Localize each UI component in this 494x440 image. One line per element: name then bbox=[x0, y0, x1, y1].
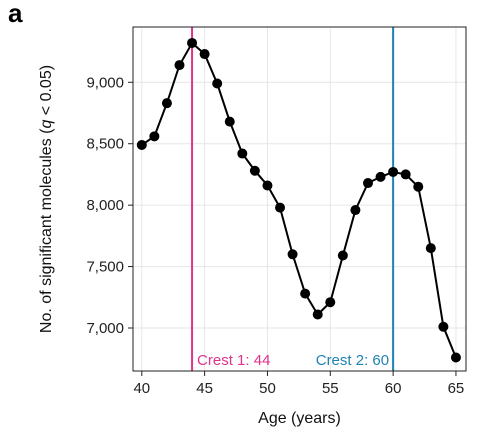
x-axis-title: Age (years) bbox=[258, 410, 341, 427]
ticks: 40 45 50 55 60 65 7,000 7,500 8,000 8,500 9,000 bbox=[86, 74, 464, 397]
x-tick-label: 65 bbox=[448, 380, 465, 397]
y-axis-title-q: q bbox=[38, 120, 55, 129]
data-point bbox=[450, 352, 461, 363]
plot-frame bbox=[132, 26, 467, 372]
data-point bbox=[312, 309, 323, 320]
y-axis-title-suffix: < 0.05) bbox=[38, 65, 55, 120]
y-axis-title-prefix: No. of significant molecules ( bbox=[38, 128, 55, 333]
data-point bbox=[262, 180, 273, 191]
y-axis-title: No. of significant molecules (q < 0.05) bbox=[38, 65, 55, 333]
data-point bbox=[212, 78, 223, 89]
data-point bbox=[375, 171, 386, 182]
data-point bbox=[325, 297, 336, 308]
x-tick-label: 45 bbox=[196, 380, 213, 397]
data-point bbox=[362, 178, 373, 189]
data-point bbox=[249, 165, 260, 176]
data-point bbox=[388, 166, 399, 177]
panel-label: a bbox=[8, 0, 23, 28]
y-tick-label: 9,000 bbox=[86, 74, 124, 91]
y-tick-label: 7,500 bbox=[86, 259, 124, 276]
data-point bbox=[187, 37, 198, 48]
data-point bbox=[136, 139, 147, 150]
series bbox=[136, 37, 461, 363]
data-point bbox=[174, 60, 185, 71]
data-point bbox=[149, 131, 160, 142]
series-line bbox=[141, 41, 457, 358]
x-tick-label: 60 bbox=[385, 380, 402, 397]
crest-label-1: Crest 1: 44 bbox=[197, 352, 270, 369]
crest-label-2: Crest 2: 60 bbox=[316, 352, 389, 369]
x-tick-label: 40 bbox=[133, 380, 150, 397]
crest-lines: Crest 1: 44 Crest 2: 60 bbox=[191, 27, 395, 371]
data-point bbox=[199, 49, 210, 60]
x-tick-label: 55 bbox=[322, 380, 339, 397]
y-tick-label: 7,000 bbox=[86, 320, 124, 337]
data-point bbox=[161, 98, 172, 109]
data-point bbox=[287, 249, 298, 260]
data-point bbox=[224, 116, 235, 127]
data-point bbox=[413, 181, 424, 192]
x-tick-label: 50 bbox=[259, 380, 276, 397]
data-point bbox=[438, 321, 449, 332]
data-point bbox=[400, 169, 411, 180]
grid bbox=[133, 27, 466, 371]
y-tick-label: 8,000 bbox=[86, 197, 124, 214]
data-point bbox=[350, 205, 361, 216]
data-point bbox=[237, 148, 248, 159]
data-point bbox=[337, 250, 348, 261]
y-tick-label: 8,500 bbox=[86, 136, 124, 153]
data-point bbox=[425, 243, 436, 254]
data-point bbox=[300, 288, 311, 299]
data-point bbox=[275, 202, 286, 213]
